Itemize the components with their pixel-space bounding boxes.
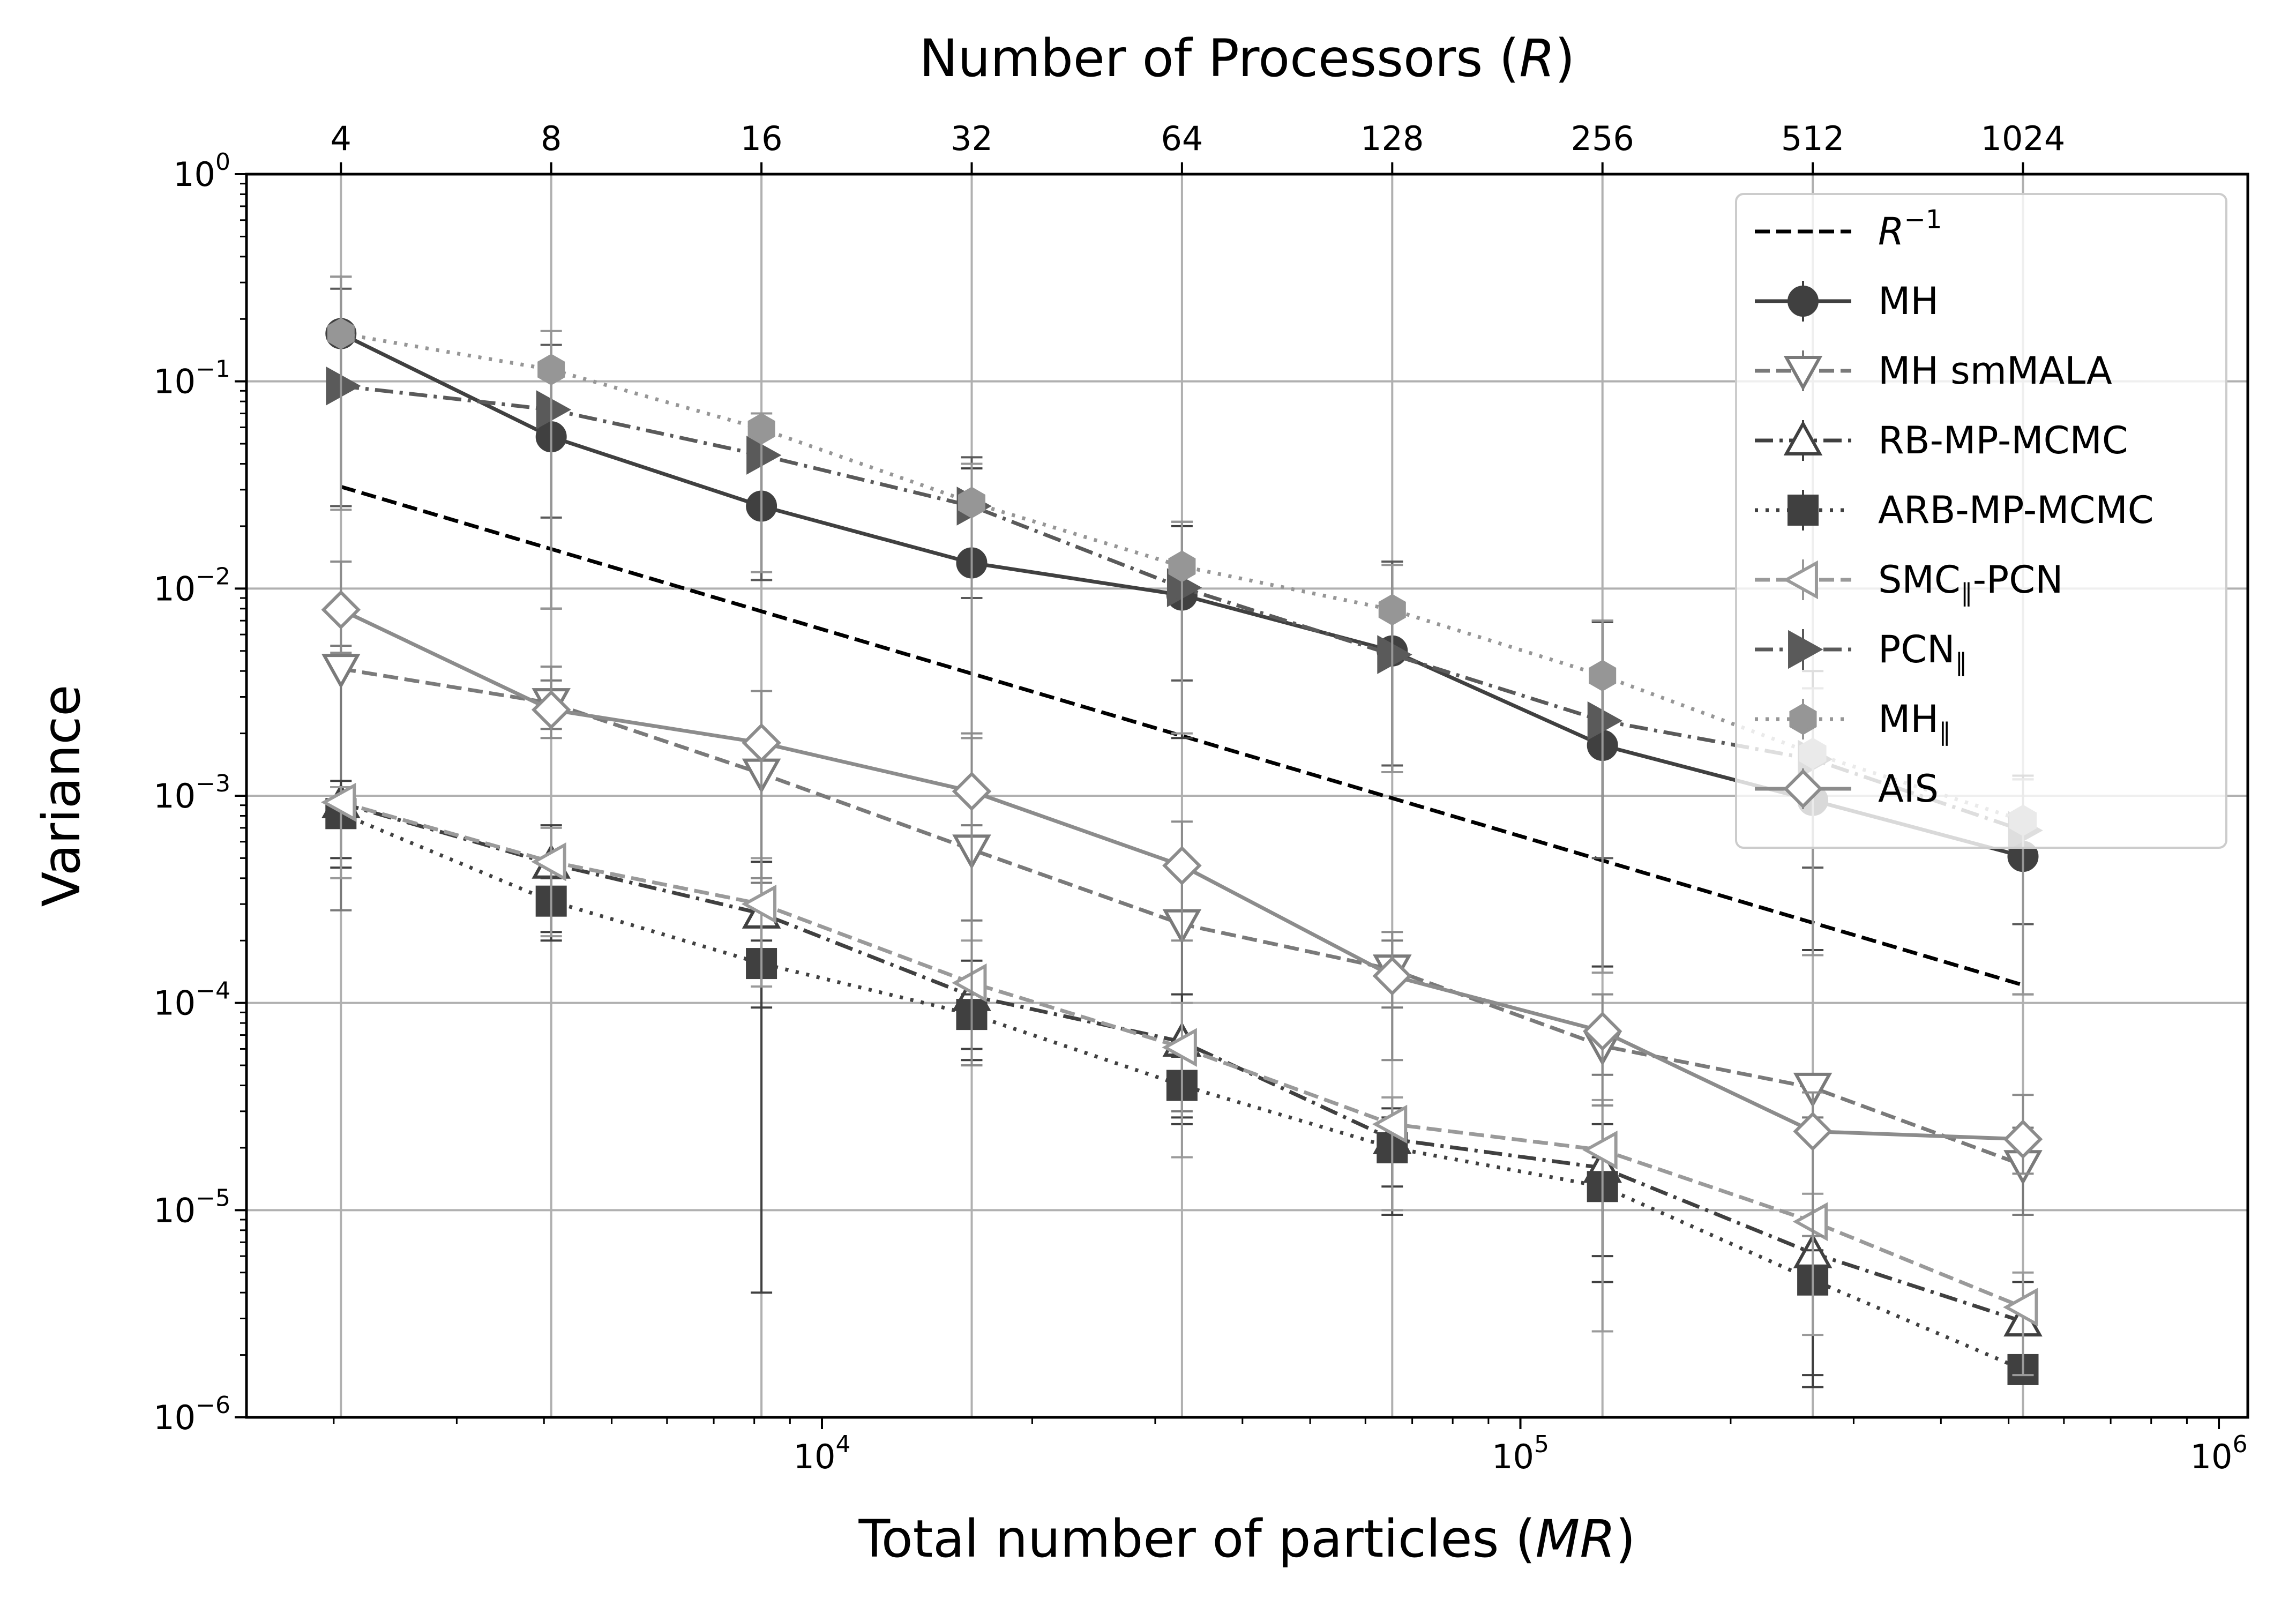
top-tick-label: 512	[1781, 119, 1844, 158]
legend-marker	[1788, 286, 1819, 317]
x-tick-label: 106	[2190, 1431, 2248, 1476]
data-point	[952, 963, 987, 1003]
data-point	[747, 413, 775, 445]
data-point	[1377, 635, 1412, 674]
data-point	[320, 782, 356, 822]
y-tick-label: 100	[173, 148, 230, 194]
data-point	[1582, 1011, 1622, 1051]
legend-label-reference: R−1	[1878, 205, 1942, 253]
data-point	[1792, 1202, 1828, 1242]
legend-marker	[1783, 769, 1823, 809]
legend: R−1 MH MH smMALA RB-MP-MCMC ARB-MP-MCMC SMC∥-…	[1735, 193, 2227, 849]
y-tick-label: 10−2	[153, 563, 230, 608]
legend-label-7: AIS	[1878, 767, 1939, 811]
legend-marker	[1789, 703, 1817, 735]
data-point	[1793, 1111, 1833, 1152]
ticks: 100 10−1 10−2 10−3 10−4 10−5 10−6 104 105 106 4 8 16…	[153, 119, 2247, 1476]
x-tick-label: 104	[794, 1431, 851, 1476]
legend-label-1: MH smMALA	[1878, 349, 2112, 393]
legend-label-4: SMC∥-PCN	[1878, 558, 2063, 607]
data-point	[1168, 550, 1196, 582]
data-point	[1589, 660, 1617, 692]
data-point	[321, 590, 361, 630]
series-line	[340, 812, 2024, 1372]
legend-label-2: RB-MP-MCMC	[1878, 419, 2128, 462]
y-tick-label: 10−5	[153, 1184, 230, 1230]
data-point	[1372, 1104, 1408, 1144]
data-point	[1793, 1072, 1833, 1108]
data-point	[1587, 701, 1623, 741]
legend-marker	[1783, 356, 1823, 391]
top-tick-label: 32	[951, 119, 993, 158]
data-point	[531, 842, 566, 881]
data-point	[958, 487, 986, 519]
y-tick-label: 10−1	[153, 356, 230, 401]
series-line	[340, 800, 2024, 1309]
data-point	[536, 390, 572, 429]
top-tick-label: 1024	[1981, 119, 2066, 158]
x-axis-title: Total number of particles (MR)	[858, 1509, 1636, 1569]
legend-marker	[1783, 420, 1823, 455]
series-line	[340, 801, 2024, 1324]
data-point	[531, 690, 571, 730]
top-tick-label: 128	[1360, 119, 1424, 158]
reference-line-series	[340, 484, 2024, 987]
data-point	[1582, 1130, 1618, 1170]
legend-marker	[1783, 560, 1818, 600]
reference-line	[340, 484, 2024, 987]
data-point	[1162, 846, 1202, 886]
plot-area	[320, 275, 2043, 1388]
top-tick-label: 4	[331, 119, 351, 158]
data-point	[2003, 1288, 2038, 1327]
legend-box	[1735, 193, 2227, 849]
legend-label-6: MH∥	[1878, 697, 1951, 746]
legend-label-3: ARB-MP-MCMC	[1878, 488, 2154, 532]
legend-marker	[1788, 630, 1823, 669]
top-axis-title: Number of Processors (R)	[919, 28, 1575, 88]
y-axis-title: Variance	[32, 685, 92, 907]
series-7	[321, 560, 2043, 1237]
top-tick-label: 64	[1161, 119, 1203, 158]
data-point	[746, 436, 782, 475]
data-point	[1378, 594, 1406, 626]
top-tick-label: 8	[541, 119, 562, 158]
data-point	[952, 772, 992, 811]
data-point	[742, 723, 781, 763]
data-point	[326, 366, 361, 406]
y-tick-label: 10−3	[153, 770, 230, 816]
x-tick-label: 105	[1492, 1431, 1549, 1476]
legend-label-0: MH	[1878, 279, 1939, 323]
data-point	[321, 654, 361, 689]
legend-marker	[1788, 495, 1819, 526]
y-tick-label: 10−6	[153, 1392, 230, 1437]
legend-label-5: PCN∥	[1878, 627, 1967, 677]
y-tick-label: 10−4	[153, 977, 230, 1023]
data-point	[741, 884, 777, 924]
top-tick-label: 256	[1571, 119, 1634, 158]
data-point	[327, 318, 355, 350]
data-point	[2003, 1119, 2043, 1159]
data-point	[537, 354, 565, 386]
top-tick-label: 16	[741, 119, 783, 158]
data-point	[1162, 1028, 1197, 1067]
data-point	[1372, 956, 1412, 996]
